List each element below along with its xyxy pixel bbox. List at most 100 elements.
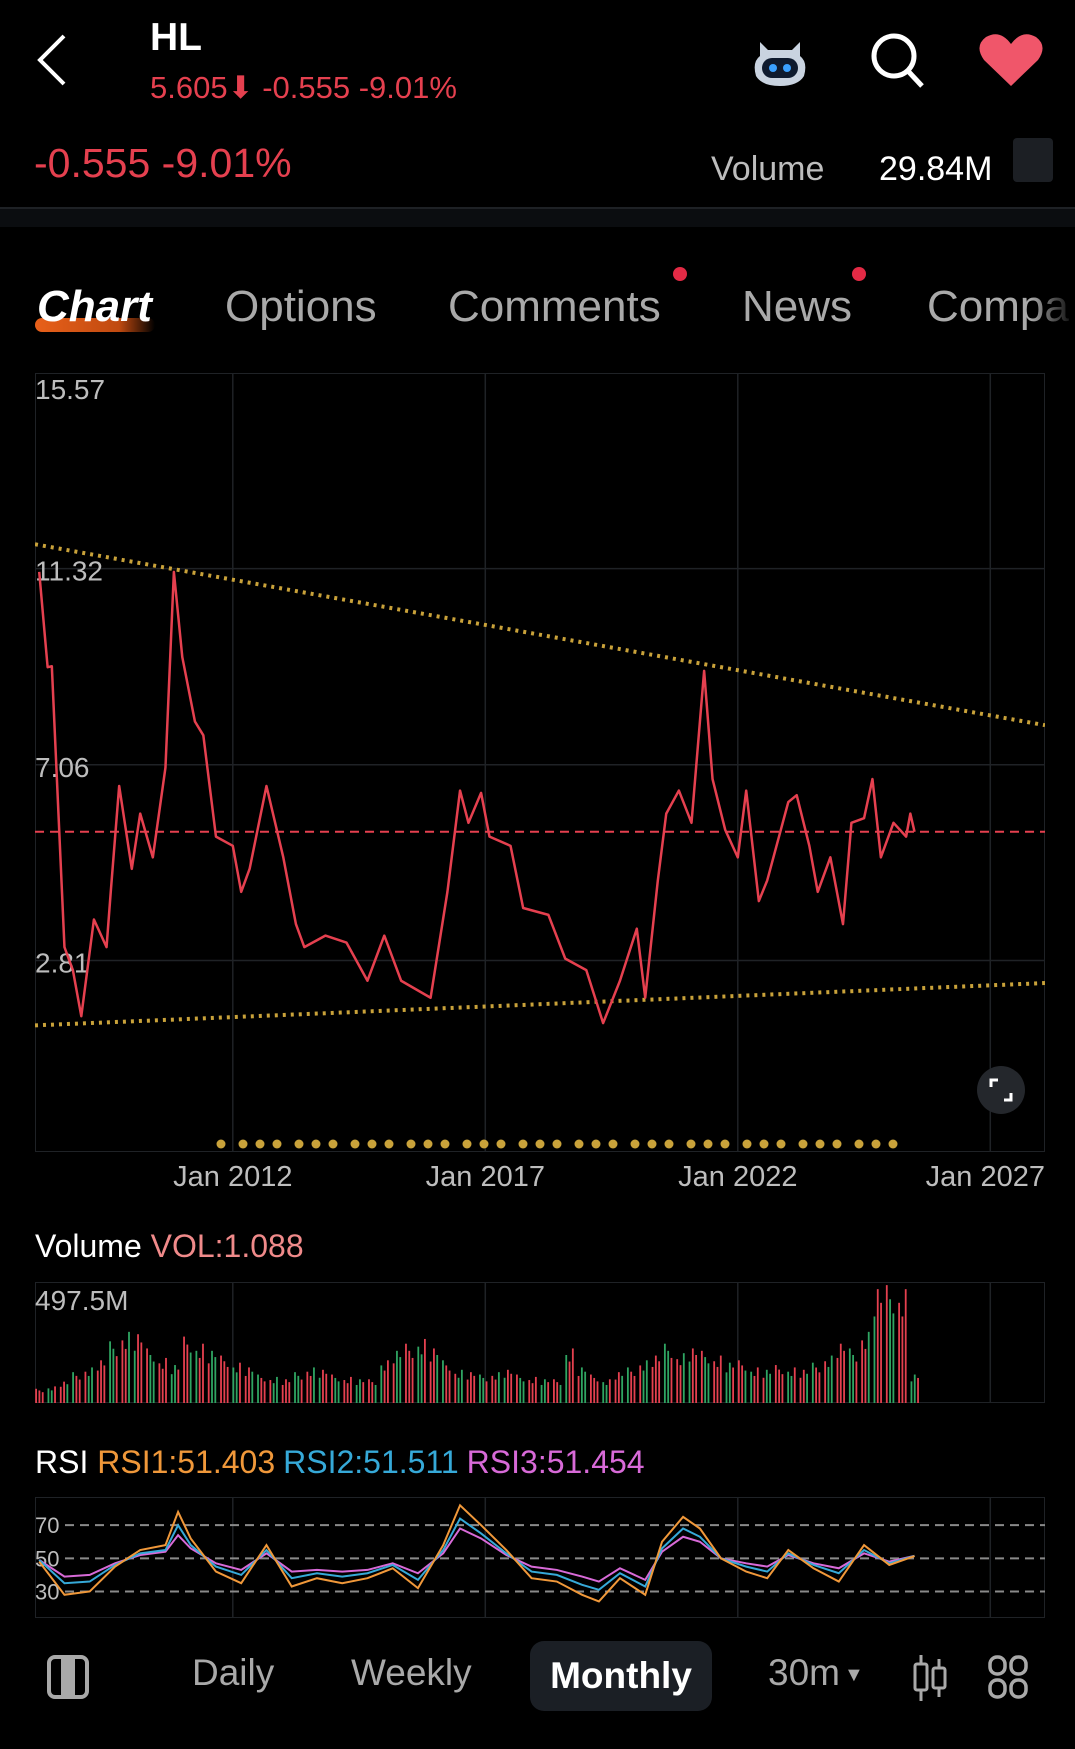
day-change: -0.555 -9.01% — [34, 140, 292, 187]
event-marker — [384, 1139, 394, 1149]
ticker-symbol: HL — [150, 16, 202, 59]
search-icon[interactable] — [868, 30, 928, 90]
volume-bar — [276, 1376, 278, 1403]
volume-bar — [350, 1376, 352, 1403]
volume-indicator: VOL:1.088 — [150, 1228, 304, 1264]
volume-chart[interactable]: 497.5M — [35, 1282, 1045, 1403]
period-weekly[interactable]: Weekly — [351, 1652, 472, 1693]
volume-bar — [806, 1373, 808, 1403]
volume-bar — [645, 1360, 648, 1403]
volume-bar — [195, 1350, 198, 1403]
tab-news[interactable]: News — [742, 282, 853, 331]
event-marker — [552, 1139, 562, 1149]
volume-bar — [260, 1377, 263, 1403]
volume-bar — [522, 1381, 525, 1403]
chart-border — [35, 373, 1045, 1152]
x-tick-label: Jan 2022 — [678, 1161, 797, 1193]
volume-bar — [420, 1354, 423, 1403]
y-tick-label: 2.81 — [35, 947, 90, 978]
volume-bar — [799, 1377, 802, 1403]
volume-bar — [399, 1357, 402, 1403]
event-marker — [311, 1139, 321, 1149]
volume-bar — [892, 1313, 895, 1403]
volume-bar — [100, 1360, 102, 1403]
volume-bar — [272, 1383, 275, 1403]
price-chart[interactable]: 15.57 11.32 7.06 2.81 — [35, 373, 1045, 1152]
volume-bar — [781, 1374, 784, 1403]
fullscreen-button[interactable] — [976, 1065, 1026, 1115]
volume-bar — [787, 1371, 790, 1403]
volume-bar — [454, 1373, 457, 1403]
volume-bar — [297, 1375, 300, 1403]
volume-bar — [904, 1289, 907, 1403]
period-monthly[interactable]: Monthly — [530, 1641, 712, 1711]
volume-bar — [516, 1374, 518, 1403]
volume-bar — [306, 1371, 309, 1403]
volume-bar — [334, 1377, 337, 1403]
volume-bar — [534, 1376, 537, 1403]
volume-bar — [405, 1343, 407, 1403]
volume-bar — [750, 1371, 753, 1403]
volume-bar — [140, 1342, 143, 1403]
volume-bar — [244, 1375, 247, 1403]
event-marker — [535, 1139, 545, 1149]
volume-bar — [257, 1374, 259, 1403]
expand-panel-toggle[interactable] — [1013, 138, 1053, 182]
event-marker — [871, 1139, 881, 1149]
tab-company[interactable]: Compa — [927, 282, 1069, 331]
volume-bar — [510, 1373, 513, 1403]
volume-bar — [78, 1379, 81, 1403]
volume-bar — [207, 1363, 210, 1403]
volume-bar — [744, 1370, 747, 1403]
volume-bar — [133, 1350, 136, 1403]
event-marker — [815, 1139, 825, 1149]
volume-border — [35, 1282, 1045, 1403]
volume-bar — [482, 1377, 485, 1403]
grid-layout-icon[interactable] — [988, 1655, 1028, 1699]
volume-bar — [115, 1356, 118, 1403]
volume-bar — [112, 1348, 115, 1403]
volume-label: Volume — [711, 150, 825, 188]
tab-chart[interactable]: Chart — [37, 282, 152, 331]
volume-bar — [374, 1384, 377, 1403]
down-arrow-icon: ⬇ — [227, 70, 254, 105]
volume-bar — [889, 1299, 891, 1403]
volume-bar — [128, 1331, 130, 1403]
back-chevron-icon[interactable] — [34, 30, 74, 90]
event-marker — [832, 1139, 842, 1149]
news-badge — [852, 267, 866, 281]
volume-bar — [639, 1365, 642, 1403]
volume-bar — [917, 1377, 919, 1403]
volume-bar — [161, 1368, 164, 1403]
volume-bar — [158, 1363, 161, 1403]
rsi1-line — [38, 1503, 915, 1603]
tab-comments[interactable]: Comments — [448, 282, 661, 331]
event-marker — [686, 1139, 696, 1149]
volume-bar — [174, 1365, 176, 1403]
volume-bar — [198, 1357, 201, 1403]
volume-bar — [460, 1369, 463, 1403]
sidebar-toggle-icon[interactable] — [47, 1655, 89, 1699]
volume-bar — [732, 1367, 735, 1403]
candlestick-icon[interactable] — [912, 1655, 948, 1701]
dropdown-caret-icon: ▼ — [843, 1663, 864, 1686]
volume-section-title: Volume VOL:1.088 — [35, 1228, 304, 1265]
volume-bar — [667, 1350, 670, 1403]
event-marker — [423, 1139, 433, 1149]
robot-assistant-icon[interactable] — [750, 32, 810, 88]
tab-options[interactable]: Options — [225, 282, 377, 331]
volume-bar — [811, 1362, 814, 1403]
volume-bar — [436, 1354, 439, 1403]
event-marker — [742, 1139, 752, 1149]
volume-bar — [294, 1372, 296, 1403]
volume-bar — [355, 1384, 358, 1403]
heart-icon[interactable] — [978, 32, 1044, 88]
volume-bar — [91, 1367, 93, 1403]
volume-bar — [719, 1355, 722, 1403]
y-tick-label: 11.32 — [35, 556, 103, 587]
volume-bar — [756, 1367, 759, 1403]
period-daily[interactable]: Daily — [192, 1652, 275, 1693]
interval-dropdown[interactable]: 30m ▼ — [768, 1652, 864, 1694]
event-marker — [630, 1139, 640, 1149]
